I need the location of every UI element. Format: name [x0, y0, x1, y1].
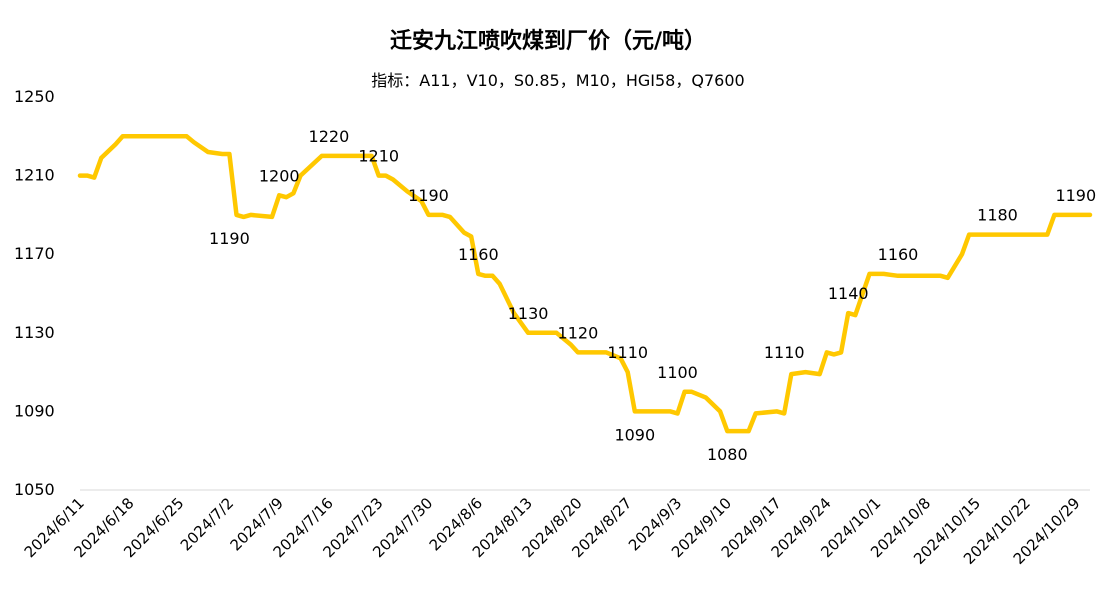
data-label: 1140: [828, 284, 869, 303]
y-tick-label: 1090: [14, 401, 55, 420]
y-axis-ticks: 1050 1090 1130 1170 1210 1250: [14, 87, 55, 499]
chart-title: 迁安九江喷吹煤到厂价（元/吨）: [390, 28, 706, 54]
data-labels: 1190 1200 1220 1210 1190 1160 1130 1120 1110 1090…: [209, 127, 1096, 464]
data-label: 1110: [764, 343, 805, 362]
data-label: 1190: [209, 229, 250, 248]
series-line: [77, 134, 1093, 434]
data-label: 1180: [977, 206, 1018, 225]
data-label: 1110: [607, 343, 648, 362]
data-label: 1090: [614, 425, 655, 444]
y-tick-label: 1250: [14, 87, 55, 106]
y-tick-label: 1170: [14, 244, 55, 263]
data-label: 1120: [558, 323, 599, 342]
y-tick-label: 1130: [14, 323, 55, 342]
x-tick-label: 2024/7/2: [177, 494, 237, 554]
y-tick-label: 1050: [14, 480, 55, 499]
data-label: 1190: [408, 186, 449, 205]
data-label: 1220: [309, 127, 350, 146]
data-label: 1160: [458, 245, 499, 264]
y-tick-label: 1210: [14, 166, 55, 185]
x-axis-ticks: 2024/6/112024/6/182024/6/252024/7/22024/…: [21, 494, 1084, 568]
chart-subtitle: 指标：A11，V10，S0.85，M10，HGI58，Q7600: [371, 71, 744, 90]
data-label: 1210: [358, 147, 399, 166]
data-label: 1160: [878, 245, 919, 264]
data-label: 1080: [707, 445, 748, 464]
data-label: 1100: [657, 363, 698, 382]
data-label: 1130: [508, 304, 549, 323]
data-label: 1200: [259, 166, 300, 185]
data-label: 1190: [1055, 186, 1096, 205]
